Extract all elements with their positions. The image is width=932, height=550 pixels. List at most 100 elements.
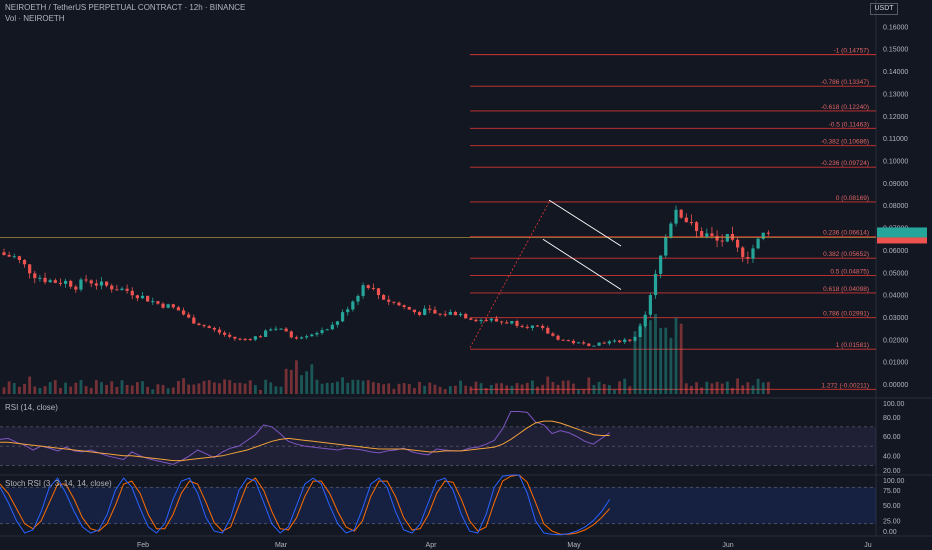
candle-body	[120, 288, 124, 291]
volume-bar	[495, 383, 498, 394]
candle-body	[582, 342, 586, 344]
volume-bar	[541, 384, 545, 394]
fib-level-label: -0.236 (0.09724)	[821, 160, 869, 167]
projection-line	[469, 202, 550, 348]
volume-bar	[341, 377, 344, 394]
candle-body	[633, 337, 637, 341]
candle-body	[443, 314, 447, 316]
volume-bar	[561, 380, 565, 394]
volume-bar	[125, 384, 129, 394]
candle-body	[653, 273, 658, 296]
price-tick-label: 0.09000	[883, 181, 908, 188]
candle-body	[284, 328, 288, 332]
volume-bar	[89, 387, 93, 394]
volume-bar	[756, 378, 760, 394]
volume-bar	[177, 380, 180, 394]
candle-body	[597, 342, 601, 346]
price-tick-label: 0.10000	[883, 158, 908, 165]
volume-bar	[392, 388, 396, 394]
volume-bar	[53, 380, 57, 394]
fib-level-label: 0.618 (0.04098)	[823, 286, 869, 293]
price-tick-label: 0.12000	[883, 114, 908, 121]
candle-body	[566, 340, 570, 342]
candle-body	[305, 336, 309, 338]
time-axis-label: Feb	[137, 542, 149, 549]
candle-body	[212, 327, 216, 330]
candle-body	[402, 305, 406, 307]
volume-bar	[192, 384, 196, 394]
candle-body	[479, 319, 483, 322]
candle-body	[299, 337, 304, 339]
candle-body	[623, 339, 627, 343]
volume-bar	[315, 379, 319, 394]
candle-body	[530, 325, 534, 328]
candle-body	[489, 318, 493, 321]
volume-bar	[110, 381, 114, 394]
volume-bar	[474, 381, 478, 394]
candle-body	[761, 232, 765, 239]
currency-button[interactable]: USDT	[870, 3, 898, 15]
candle-body	[648, 295, 652, 315]
candle-body	[289, 331, 293, 338]
volume-bar	[207, 380, 211, 394]
volume-bar	[43, 386, 47, 394]
candle-body	[576, 342, 581, 344]
candle-body	[171, 304, 175, 308]
volume-bar	[402, 383, 406, 394]
volume-bar	[551, 381, 555, 394]
volume-bar	[279, 386, 283, 394]
price-tick-label: 0.00000	[883, 382, 908, 389]
candle-body	[458, 313, 463, 316]
volume-bar	[413, 388, 416, 394]
candle-body	[571, 340, 576, 344]
candle-body	[99, 281, 104, 286]
candle-body	[202, 325, 206, 327]
volume-bar	[664, 327, 668, 394]
volume-bar	[64, 382, 67, 394]
volume-bar	[38, 388, 42, 394]
candle-body	[115, 289, 119, 291]
volume-bar	[74, 382, 78, 394]
candle-body	[505, 322, 509, 324]
candle-body	[551, 333, 555, 336]
stoch-tick-label: 0.00	[883, 529, 897, 536]
rsi-tick-label: 100.00	[883, 401, 905, 408]
candle-body	[520, 325, 524, 327]
volume-bar	[536, 386, 539, 394]
volume-bar	[238, 382, 242, 394]
candle-body	[382, 295, 386, 300]
volume-bar	[556, 384, 560, 394]
volume-bar	[433, 384, 437, 394]
volume-label: Vol · NEIROETH	[5, 14, 65, 23]
volume-bar	[638, 323, 642, 394]
candle-body	[151, 301, 155, 303]
volume-bar	[382, 384, 386, 394]
price-tick-label: 0.16000	[883, 24, 908, 31]
candle-body	[371, 287, 375, 289]
candle-body	[433, 309, 437, 314]
volume-bar	[253, 385, 257, 394]
volume-bar	[766, 381, 770, 394]
price-tick-label: 0.14000	[883, 69, 908, 76]
volume-bar	[166, 388, 170, 394]
volume-bar	[684, 383, 688, 394]
candle-body	[274, 328, 278, 330]
candle-body	[592, 345, 596, 347]
stoch-d-line	[0, 474, 611, 535]
time-axis-label: Jun	[722, 542, 733, 549]
volume-bar	[79, 380, 83, 394]
volume-bar	[520, 384, 524, 394]
volume-bar	[577, 389, 580, 394]
volume-bar	[151, 389, 155, 394]
candle-body	[659, 255, 663, 274]
volume-bar	[141, 381, 144, 394]
candle-body	[253, 336, 257, 340]
volume-bar	[731, 387, 734, 394]
candle-body	[741, 247, 745, 257]
volume-bar	[351, 379, 355, 394]
volume-bar	[700, 387, 704, 394]
candle-body	[664, 237, 668, 256]
candle-body	[474, 319, 478, 322]
fib-level-label: -0.382 (0.10686)	[821, 139, 869, 146]
